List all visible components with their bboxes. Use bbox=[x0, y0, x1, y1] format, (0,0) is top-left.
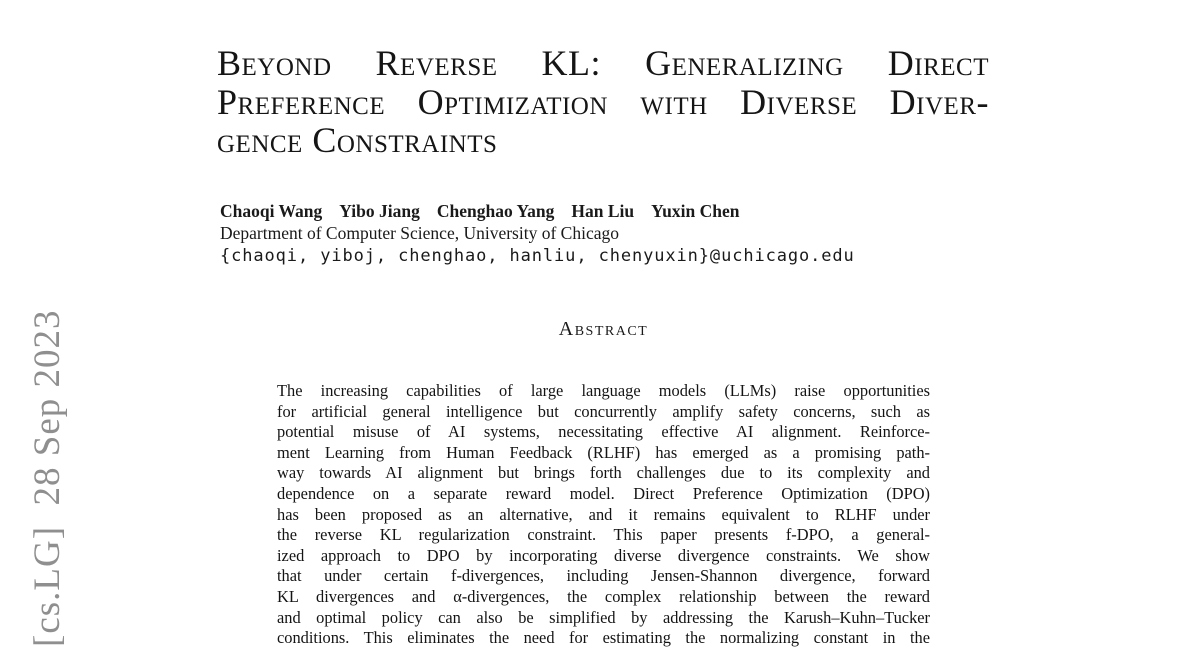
abstract-line: potential misuse of AI systems, necessit… bbox=[277, 422, 930, 442]
abstract-line: way towards AI alignment but brings fort… bbox=[277, 463, 930, 483]
abstract-line: KL divergences and α-divergences, the co… bbox=[277, 586, 930, 606]
abstract-line: ized approach to DPO by incorporating di… bbox=[277, 545, 930, 565]
abstract-line: and optimal policy can also be simplifie… bbox=[277, 607, 930, 627]
title-line-3: gence Constraints bbox=[217, 120, 498, 161]
abstract-body: The increasing capabilities of large lan… bbox=[277, 381, 930, 649]
paper-title: Beyond Reverse KL: Generalizing Direct P… bbox=[217, 44, 989, 160]
title-line-1: Beyond Reverse KL: Generalizing Direct bbox=[217, 43, 989, 83]
abstract-line: for artificial general intelligence but … bbox=[277, 401, 930, 421]
author-names: Chaoqi Wang Yibo Jiang Chenghao Yang Han… bbox=[220, 200, 940, 222]
abstract-heading: Abstract bbox=[558, 318, 649, 340]
author-name: Han Liu bbox=[571, 201, 635, 221]
email-line: {chaoqi, yiboj, chenghao, hanliu, chenyu… bbox=[220, 246, 855, 266]
abstract-line: conditions. This eliminates the need for… bbox=[277, 628, 930, 648]
abstract-line: dependence on a separate reward model. D… bbox=[277, 483, 930, 503]
affiliation: Department of Computer Science, Universi… bbox=[220, 223, 619, 243]
abstract-line: has been proposed as an alternative, and… bbox=[277, 504, 930, 524]
title-line-2: Preference Optimization with Diverse Div… bbox=[217, 81, 989, 122]
abstract-line: that under certain f-divergences, includ… bbox=[277, 566, 930, 586]
author-block: Chaoqi Wang Yibo Jiang Chenghao Yang Han… bbox=[220, 200, 940, 267]
abstract-line: ment Learning from Human Feedback (RLHF)… bbox=[277, 442, 930, 462]
author-name: Chaoqi Wang bbox=[220, 201, 323, 221]
abstract-line: The increasing capabilities of large lan… bbox=[277, 381, 930, 400]
author-name: Yuxin Chen bbox=[651, 201, 740, 221]
arxiv-watermark: [cs.LG] 28 Sep 2023 bbox=[27, 309, 68, 647]
author-name: Chenghao Yang bbox=[436, 201, 555, 221]
author-name: Yibo Jiang bbox=[339, 201, 420, 221]
abstract-line: the reverse KL regularization constraint… bbox=[277, 525, 930, 545]
